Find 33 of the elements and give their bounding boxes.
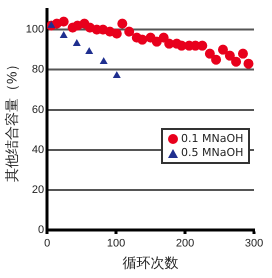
point: [73, 40, 80, 46]
point: [224, 50, 235, 61]
point: [204, 48, 215, 59]
point: [231, 56, 242, 67]
y-tick-label: 60: [32, 104, 44, 116]
point: [238, 48, 248, 59]
point: [211, 54, 222, 65]
point: [112, 28, 122, 39]
y-tick-label: 40: [32, 144, 44, 156]
point: [100, 58, 108, 64]
point: [218, 44, 228, 55]
point: [86, 48, 93, 54]
legend-label: 0.5 MNaOH: [181, 146, 244, 160]
y-axis-title: 其他结合容量（%）: [3, 58, 20, 182]
x-tick-label: 200: [176, 238, 194, 250]
point: [158, 32, 169, 43]
y-tick-label: 0: [38, 224, 44, 236]
point: [60, 32, 68, 38]
point: [137, 34, 148, 45]
point: [58, 16, 69, 27]
y-tick-label: 80: [32, 64, 44, 76]
point: [48, 22, 55, 28]
point: [243, 58, 254, 69]
y-tick-label: 20: [32, 184, 44, 196]
x-tick-label: 100: [106, 238, 126, 250]
legend-label: 0.1 MNaOH: [181, 132, 244, 146]
point: [124, 26, 134, 37]
point: [113, 72, 120, 78]
point: [117, 18, 128, 29]
point: [197, 40, 208, 51]
x-tick-label: 300: [244, 238, 264, 250]
x-axis-title: 循环次数: [122, 254, 179, 270]
y-tick-label: 100: [26, 24, 44, 36]
